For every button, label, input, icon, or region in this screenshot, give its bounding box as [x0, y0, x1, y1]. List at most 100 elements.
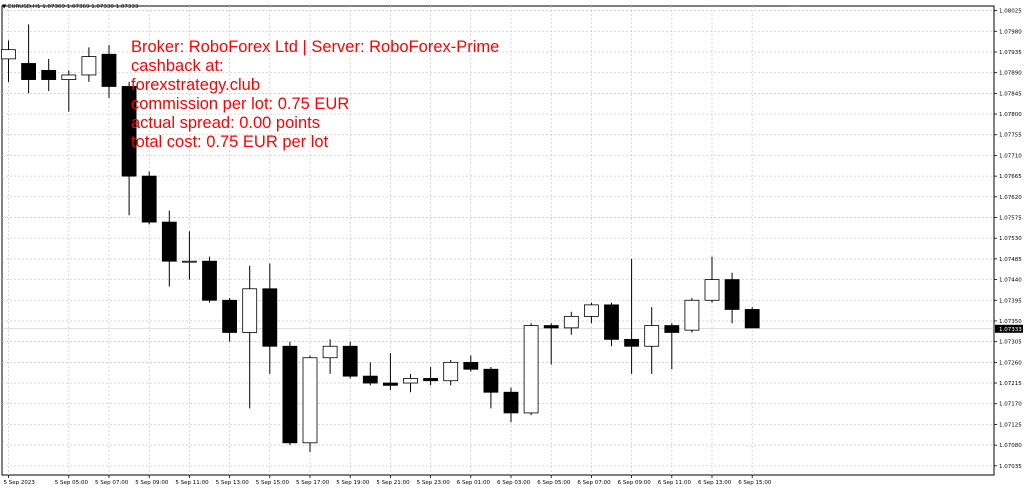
candle [61, 70, 77, 112]
y-tick-label: 1.07935 [999, 50, 1022, 56]
candle-body [222, 299, 238, 333]
candle [382, 353, 398, 390]
info-line-commission: commission per lot: 0.75 EUR [131, 95, 350, 113]
candle [41, 58, 57, 92]
y-tick-label: 1.07575 [999, 216, 1022, 222]
candle-body [242, 288, 258, 333]
y-tick-label: 1.07170 [999, 402, 1022, 408]
y-tick-label: 1.07215 [999, 381, 1022, 387]
candle [282, 341, 298, 446]
y-tick-label: 1.07395 [999, 298, 1022, 304]
x-tick-label: 5 Sep 2023 [4, 480, 36, 486]
x-tick-label: 6 Sep 13:00 [698, 480, 732, 486]
dropdown-arrow-icon[interactable]: ▼ [2, 4, 7, 10]
candle [322, 339, 338, 374]
x-tick-label: 5 Sep 07:00 [95, 480, 129, 486]
info-line-cashback: cashback at: [131, 57, 224, 75]
candle [202, 256, 217, 303]
candle-body [604, 304, 619, 340]
y-tick-label: 1.07350 [999, 319, 1022, 325]
y-tick-label: 1.07260 [999, 360, 1022, 366]
candle-body [744, 309, 760, 329]
candle [302, 355, 318, 453]
candle-body [443, 361, 459, 382]
symbol-label: EURUSD,H1 [7, 4, 41, 10]
candle [704, 256, 720, 303]
candle [161, 210, 177, 287]
x-tick-label: 5 Sep 21:00 [376, 480, 410, 486]
candle [664, 323, 680, 370]
y-tick-label: 1.07845 [999, 91, 1022, 97]
y-tick-label: 1.07305 [999, 340, 1022, 346]
candle-body [342, 345, 358, 377]
candle [624, 258, 639, 374]
candle [744, 307, 760, 329]
candle-body [101, 53, 117, 87]
info-line-website: forexstrategy.club [131, 76, 261, 94]
candle [101, 45, 117, 98]
candle-body [543, 325, 559, 329]
candle [724, 272, 740, 324]
candle-body [563, 315, 579, 329]
candle [121, 81, 137, 216]
x-tick-label: 5 Sep 15:00 [256, 480, 290, 486]
x-tick-label: 5 Sep 13:00 [216, 480, 250, 486]
y-tick-label: 1.08025 [999, 9, 1022, 15]
time-axis: 5 Sep 2023 5 Sep 05:00 5 Sep 07:00 5 Sep 09… [4, 475, 772, 486]
candle-body [644, 325, 660, 347]
x-tick-label: 6 Sep 11:00 [658, 480, 692, 486]
y-tick-label: 1.07980 [999, 29, 1022, 35]
x-tick-label: 6 Sep 15:00 [738, 480, 772, 486]
price-axis: 1.08025 1.07980 1.07935 1.07890 1.07845 1.078… [994, 9, 1023, 470]
candle [403, 373, 418, 393]
candle [644, 307, 660, 374]
info-line-spread: actual spread: 0.00 points [131, 114, 320, 132]
candle [262, 263, 278, 374]
current-price-label-bg [995, 324, 1023, 333]
candle [503, 387, 519, 423]
x-tick-label: 6 Sep 07:00 [577, 480, 611, 486]
y-tick-label: 1.07800 [999, 112, 1022, 118]
candle [141, 171, 157, 225]
candle [222, 297, 238, 342]
candle [362, 362, 378, 386]
ohlc-values: 1.07369 1.07369 1.07330 1.07333 [42, 4, 139, 10]
candle-body [382, 382, 398, 386]
candle-body [362, 375, 378, 384]
candle-body [483, 368, 499, 393]
x-tick-label: 5 Sep 05:00 [55, 480, 89, 486]
candle-body [724, 279, 740, 310]
candle-body [463, 361, 479, 370]
candle-body [322, 345, 338, 359]
candle-body [282, 345, 298, 444]
current-price-label: 1.07333 [999, 327, 1022, 333]
y-tick-label: 1.07665 [999, 174, 1022, 180]
broker-info-overlay: Broker: RoboForex Ltd | Server: RoboFore… [131, 38, 499, 152]
candle-body [262, 288, 278, 347]
symbol-header: ▼ EURUSD,H1 1.07369 1.07369 1.07330 1.07… [2, 4, 138, 10]
y-tick-label: 1.07755 [999, 133, 1022, 139]
candles [1, 24, 760, 453]
x-tick-label: 5 Sep 23:00 [417, 480, 451, 486]
candle [21, 24, 37, 94]
candle [423, 366, 439, 386]
x-tick-label: 5 Sep 17:00 [296, 480, 330, 486]
candle-body [161, 221, 177, 262]
candle-body [302, 357, 318, 444]
x-tick-label: 5 Sep 19:00 [336, 480, 370, 486]
candle-body [503, 391, 519, 414]
candle-body [684, 299, 700, 331]
candle [543, 323, 559, 365]
candle-body [21, 63, 37, 80]
candle [563, 311, 579, 335]
candle-body [704, 279, 720, 301]
candle [523, 323, 539, 416]
candle [242, 265, 258, 409]
candle [81, 47, 97, 82]
candle [483, 366, 499, 409]
y-tick-label: 1.07530 [999, 236, 1022, 242]
y-tick-label: 1.07080 [999, 443, 1022, 449]
y-tick-label: 1.07890 [999, 71, 1022, 77]
x-tick-label: 5 Sep 09:00 [135, 480, 169, 486]
candle-body [664, 325, 680, 333]
